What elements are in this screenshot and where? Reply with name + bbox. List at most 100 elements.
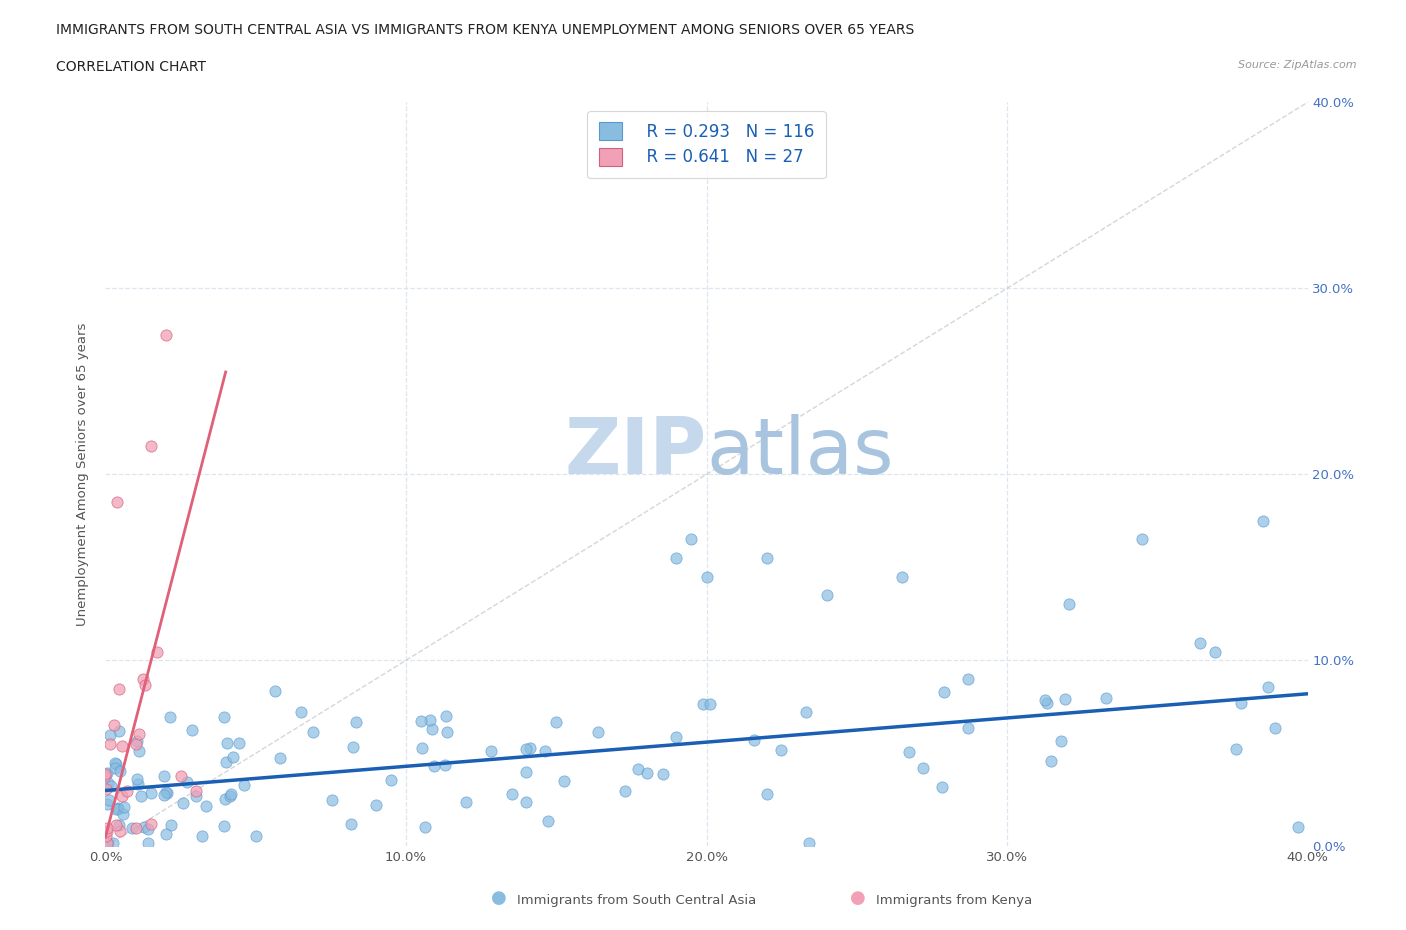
Point [1286, 819, 1309, 834]
Point [103, 718, 125, 733]
Point [366, 798, 388, 813]
Point [94, 829, 117, 844]
Point [194, 799, 217, 814]
Point [302, 724, 325, 739]
Point [912, 761, 935, 776]
Point [136, 821, 159, 836]
Point [1189, 635, 1212, 650]
Text: CORRELATION CHART: CORRELATION CHART [56, 60, 207, 74]
Point [434, 709, 457, 724]
Point [1204, 644, 1226, 659]
Point [103, 756, 125, 771]
Point [436, 724, 458, 739]
Point [110, 824, 132, 839]
Legend:   R = 0.293   N = 116,   R = 0.641   N = 27: R = 0.293 N = 116, R = 0.641 N = 27 [588, 111, 825, 178]
Point [96, 765, 118, 780]
Point [169, 768, 191, 783]
Point [191, 829, 214, 844]
Point [215, 754, 238, 769]
Text: ZIP: ZIP [564, 414, 707, 490]
Point [501, 787, 523, 802]
Point [94, 781, 117, 796]
Point [219, 787, 242, 802]
Point [115, 784, 138, 799]
Point [153, 769, 176, 784]
Point [264, 684, 287, 698]
Point [104, 756, 127, 771]
Point [139, 439, 162, 454]
Point [98, 728, 121, 743]
Text: Immigrants from South Central Asia: Immigrants from South Central Asia [517, 894, 756, 907]
Point [94, 768, 117, 783]
Point [1225, 742, 1247, 757]
Point [127, 771, 149, 786]
Point [515, 764, 537, 779]
Point [127, 734, 149, 749]
Point [1053, 691, 1076, 706]
Point [132, 671, 155, 686]
Point [128, 726, 150, 741]
Point [128, 743, 150, 758]
Point [214, 791, 236, 806]
Point [107, 801, 129, 816]
Point [141, 785, 163, 800]
Point [537, 814, 560, 829]
Point [97, 776, 120, 790]
Point [897, 744, 920, 759]
Point [222, 751, 245, 765]
Text: Source: ZipAtlas.com: Source: ZipAtlas.com [1239, 60, 1357, 71]
Point [932, 684, 955, 699]
Point [159, 710, 181, 724]
Point [124, 820, 146, 835]
Point [219, 789, 242, 804]
Point [96, 823, 118, 838]
Point [409, 714, 432, 729]
Point [155, 327, 177, 342]
Point [159, 817, 181, 832]
Point [1036, 695, 1059, 710]
Point [553, 774, 575, 789]
Point [586, 724, 609, 739]
Point [454, 795, 477, 810]
Point [1094, 690, 1116, 705]
Y-axis label: Unemployment Among Seniors over 65 years: Unemployment Among Seniors over 65 years [76, 323, 90, 626]
Point [155, 784, 177, 799]
Point [696, 569, 718, 584]
Point [100, 779, 122, 794]
Point [107, 817, 129, 832]
Point [422, 759, 444, 774]
Point [956, 720, 979, 735]
Point [665, 551, 688, 565]
Point [1050, 734, 1073, 749]
Point [1264, 721, 1286, 736]
Point [340, 817, 363, 831]
Point [344, 714, 367, 729]
Point [797, 835, 820, 850]
Point [136, 835, 159, 850]
Point [156, 786, 179, 801]
Point [681, 532, 703, 547]
Point [107, 802, 129, 817]
Point [98, 737, 121, 751]
Point [290, 705, 312, 720]
Text: Immigrants from Kenya: Immigrants from Kenya [876, 894, 1032, 907]
Point [1039, 753, 1062, 768]
Point [533, 744, 555, 759]
Point [121, 820, 143, 835]
Point [184, 789, 207, 804]
Text: IMMIGRANTS FROM SOUTH CENTRAL ASIA VS IMMIGRANTS FROM KENYA UNEMPLOYMENT AMONG S: IMMIGRANTS FROM SOUTH CENTRAL ASIA VS IM… [56, 23, 914, 37]
Point [636, 765, 658, 780]
Point [321, 792, 343, 807]
Point [111, 789, 134, 804]
Text: ●: ● [491, 889, 508, 907]
Point [176, 775, 198, 790]
Point [420, 721, 443, 736]
Point [890, 569, 912, 584]
Point [94, 766, 117, 781]
Point [515, 795, 537, 810]
Point [957, 671, 980, 686]
Point [699, 697, 721, 711]
Point [184, 783, 207, 798]
Point [97, 835, 120, 850]
Point [755, 551, 778, 565]
